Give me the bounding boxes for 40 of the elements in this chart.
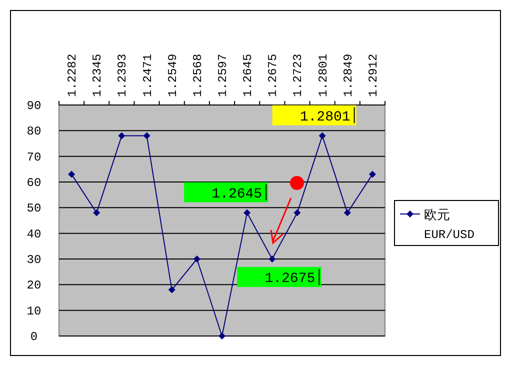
point [218,332,226,340]
x-tick-label: 1.2471 [140,54,155,97]
point [318,132,326,140]
y-tick-label: 20 [26,278,42,293]
annotation: 1.2645 [212,186,262,202]
point [93,209,100,216]
y-tick-label: 30 [26,253,42,267]
point [294,209,301,216]
annotation: 1.2675 [264,270,316,287]
point [168,286,176,294]
x-tick-label: 1.2568 [190,54,205,97]
y-tick-label: 40 [26,227,42,242]
x-tick-label: 1.2645 [241,54,256,97]
x-tick-label: 1.2801 [316,54,330,97]
point [244,209,251,216]
x-tick-label: 1.2912 [366,54,380,97]
y-tick-label: 10 [26,304,42,318]
x-tick-label: 1.2597 [216,54,230,97]
y-tick-label: 50 [26,202,42,216]
point [368,170,376,178]
y-tick-label: 80 [26,124,42,139]
x-tick-label: 1.2393 [116,54,130,97]
point [193,256,200,262]
x-tick-label: 1.2723 [291,54,306,97]
y-tick-label: 60 [26,176,42,190]
x-tick-label: 1.2675 [266,54,280,97]
point [268,256,276,262]
legend-label: 欧元 EUR/USD [424,208,474,242]
x-tick-label: 1.2345 [90,54,105,97]
y-tick-label: 70 [26,150,42,164]
point [118,132,126,140]
point [143,132,150,140]
point [68,170,76,178]
annotation: 1.2801 [300,109,350,126]
x-tick-label: 1.2849 [341,54,356,97]
x-tick-label: 1.2549 [166,54,180,97]
y-tick-label: 90 [26,99,42,113]
x-tick-label: 1.2282 [66,54,80,97]
point [344,209,351,216]
y-tick-label: 0 [30,330,38,344]
